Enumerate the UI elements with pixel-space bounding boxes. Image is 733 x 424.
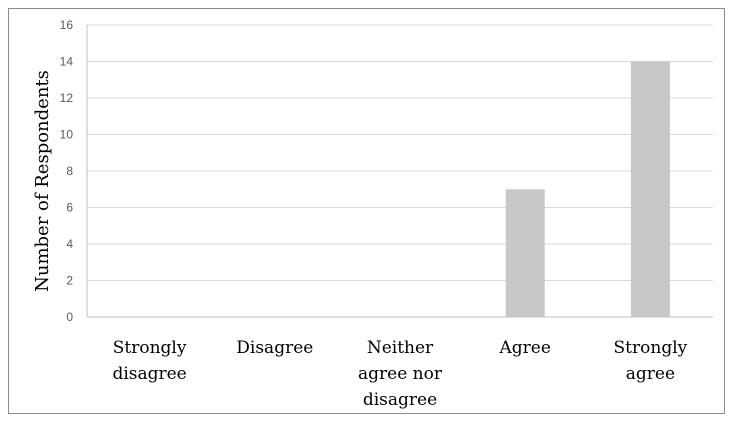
y-tick-label: 2 — [66, 274, 73, 288]
axes — [86, 25, 713, 318]
bar — [505, 189, 545, 317]
y-tick-label: 12 — [60, 91, 74, 105]
y-tick-label: 6 — [66, 201, 73, 215]
chart-frame — [8, 8, 725, 414]
y-tick-label: 8 — [66, 164, 73, 178]
y-tick-labels: 0 2 4 6 8 10 12 14 16 — [60, 18, 74, 324]
bar — [630, 61, 670, 317]
y-tick-label: 0 — [66, 310, 73, 324]
bars — [505, 61, 670, 317]
y-tick-label: 16 — [60, 18, 74, 32]
x-category-label: Strongly disagree — [112, 338, 186, 384]
y-tick-label: 10 — [60, 128, 74, 142]
x-category-label: Disagree — [236, 338, 313, 358]
x-category-label: Agree — [498, 338, 550, 358]
y-tick-label: 4 — [66, 237, 73, 251]
x-category-labels: Strongly disagree Disagree Neither agree nor… — [112, 338, 687, 410]
gridlines — [87, 24, 713, 281]
y-axis-title: Number of Respondents — [32, 70, 53, 292]
x-category-label: Neither agree nor disagree — [358, 338, 443, 410]
y-tick-label: 14 — [60, 55, 74, 69]
x-category-label: Strongly agree — [614, 338, 688, 384]
